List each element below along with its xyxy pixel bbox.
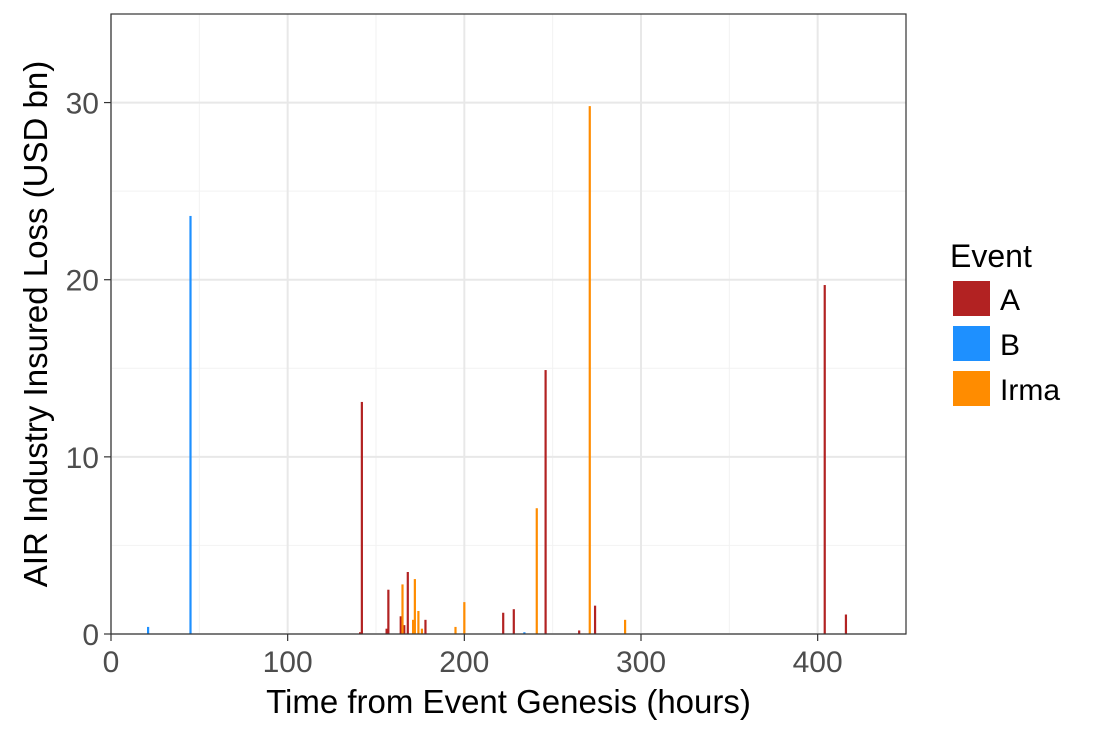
- bar-irma: [624, 619, 627, 634]
- bar-irma: [412, 619, 415, 634]
- bar-a: [578, 630, 581, 634]
- plot-border: [110, 13, 907, 635]
- legend-label-irma: Irma: [1000, 374, 1060, 407]
- legend-swatch-b: [953, 326, 990, 361]
- bar-irma: [463, 602, 466, 634]
- bar-irma: [454, 626, 457, 634]
- bar-irma: [420, 628, 424, 634]
- bar-irma: [588, 106, 591, 635]
- bar-a: [360, 401, 363, 634]
- legend-swatch-a: [953, 281, 990, 316]
- bar-a: [823, 285, 826, 634]
- y-tick-label: 30: [66, 88, 99, 121]
- bar-b: [189, 215, 192, 634]
- bar-irma: [401, 584, 404, 634]
- bar-a: [544, 370, 547, 634]
- bar-a: [359, 632, 362, 634]
- x-tick-label: 300: [616, 646, 666, 679]
- bar-b: [147, 626, 150, 634]
- x-axis-ticks: 0 100 200 300 400: [103, 634, 843, 679]
- y-tick-label: 0: [82, 619, 99, 652]
- bar-a: [593, 605, 597, 634]
- bar-a: [512, 609, 515, 634]
- legend-label-b: B: [1000, 329, 1020, 362]
- plot-background: [111, 14, 906, 634]
- bar-a: [403, 625, 406, 634]
- y-axis-ticks: 0 10 20 30: [66, 88, 111, 652]
- x-axis-title: Time from Event Genesis (hours): [266, 683, 751, 720]
- bar-b: [523, 632, 526, 634]
- bar-a: [502, 612, 505, 634]
- x-tick-label: 100: [263, 646, 313, 679]
- y-tick-label: 20: [66, 265, 99, 298]
- x-tick-label: 0: [103, 646, 120, 679]
- bar-irma: [535, 508, 538, 634]
- bar-a: [424, 619, 427, 634]
- x-tick-label: 200: [439, 646, 489, 679]
- legend: Event AB Irma: [950, 238, 1060, 407]
- bar-a: [844, 614, 848, 634]
- x-tick-label: 400: [793, 646, 843, 679]
- bar-a: [399, 616, 402, 634]
- y-tick-label: 10: [66, 442, 99, 475]
- bar-irma: [413, 579, 416, 634]
- legend-label-a: A: [1000, 284, 1020, 317]
- legend-title: Event: [950, 238, 1032, 274]
- grid: [110, 13, 907, 635]
- legend-swatch-irma: [953, 371, 990, 406]
- bars: [147, 106, 848, 635]
- bar-irma: [417, 610, 420, 634]
- bar-a: [385, 628, 388, 634]
- bar-a: [387, 589, 390, 634]
- y-axis-title: AIR Industry Insured Loss (USD bn): [17, 61, 54, 587]
- bar-a: [406, 572, 409, 634]
